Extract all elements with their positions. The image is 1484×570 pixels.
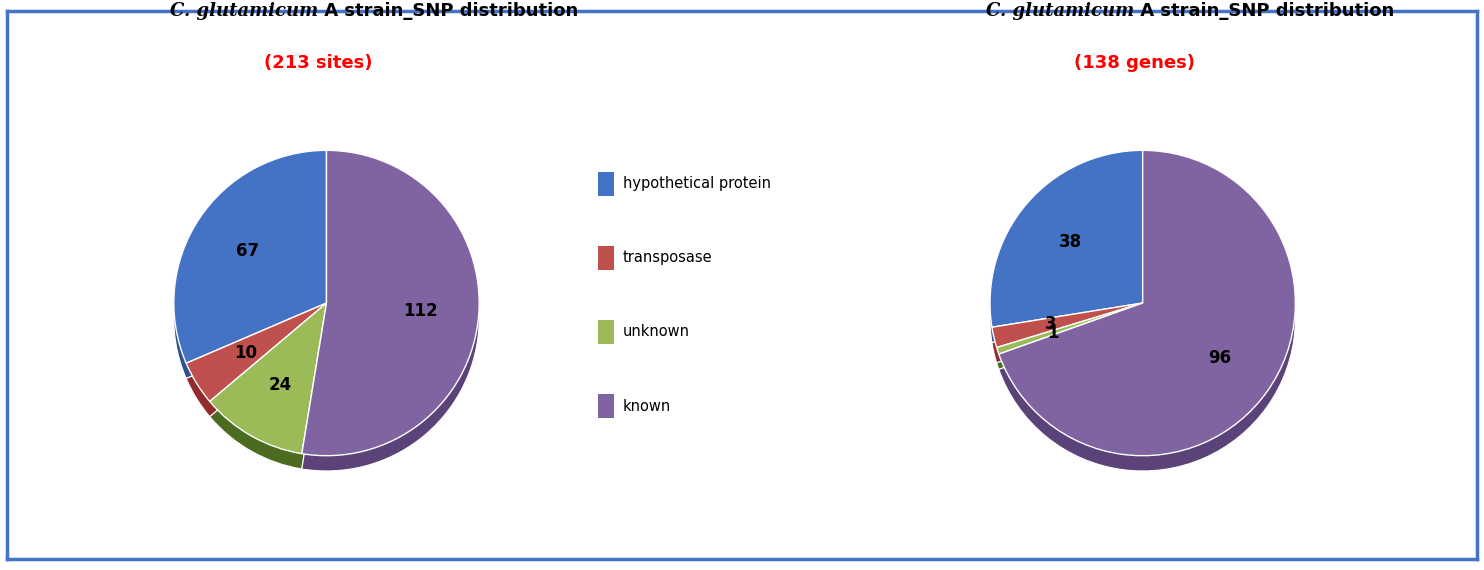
Text: 112: 112 (404, 302, 438, 320)
Text: 38: 38 (1060, 233, 1082, 251)
Text: 10: 10 (234, 344, 257, 362)
Text: hypothetical protein: hypothetical protein (623, 176, 770, 192)
Text: (213 sites): (213 sites) (264, 54, 372, 72)
Text: A strain_SNP distribution: A strain_SNP distribution (318, 2, 579, 21)
Text: A strain_SNP distribution: A strain_SNP distribution (1134, 2, 1395, 21)
Text: 67: 67 (236, 242, 260, 260)
Wedge shape (999, 166, 1296, 471)
Wedge shape (186, 303, 326, 401)
Wedge shape (174, 166, 326, 378)
Text: 3: 3 (1045, 315, 1057, 333)
Wedge shape (997, 318, 1143, 369)
Wedge shape (209, 303, 326, 454)
Text: C. glutamicum: C. glutamicum (171, 2, 318, 21)
Wedge shape (186, 318, 326, 417)
Text: 96: 96 (1208, 349, 1232, 367)
Bar (598, 246, 614, 270)
Wedge shape (991, 318, 1143, 363)
Wedge shape (174, 150, 326, 363)
Text: unknown: unknown (623, 324, 690, 340)
Text: known: known (623, 398, 671, 414)
Text: 1: 1 (1048, 324, 1058, 341)
Bar (598, 172, 614, 196)
Wedge shape (990, 166, 1143, 343)
Text: 24: 24 (269, 376, 291, 394)
Bar (598, 320, 614, 344)
Text: (138 genes): (138 genes) (1074, 54, 1195, 72)
Wedge shape (301, 150, 479, 455)
Wedge shape (209, 318, 326, 469)
Bar (598, 394, 614, 418)
Wedge shape (999, 150, 1296, 455)
Text: transposase: transposase (623, 250, 712, 266)
Wedge shape (991, 303, 1143, 348)
Wedge shape (997, 303, 1143, 354)
Wedge shape (301, 166, 479, 471)
Text: C. glutamicum: C. glutamicum (987, 2, 1134, 21)
Wedge shape (990, 150, 1143, 327)
